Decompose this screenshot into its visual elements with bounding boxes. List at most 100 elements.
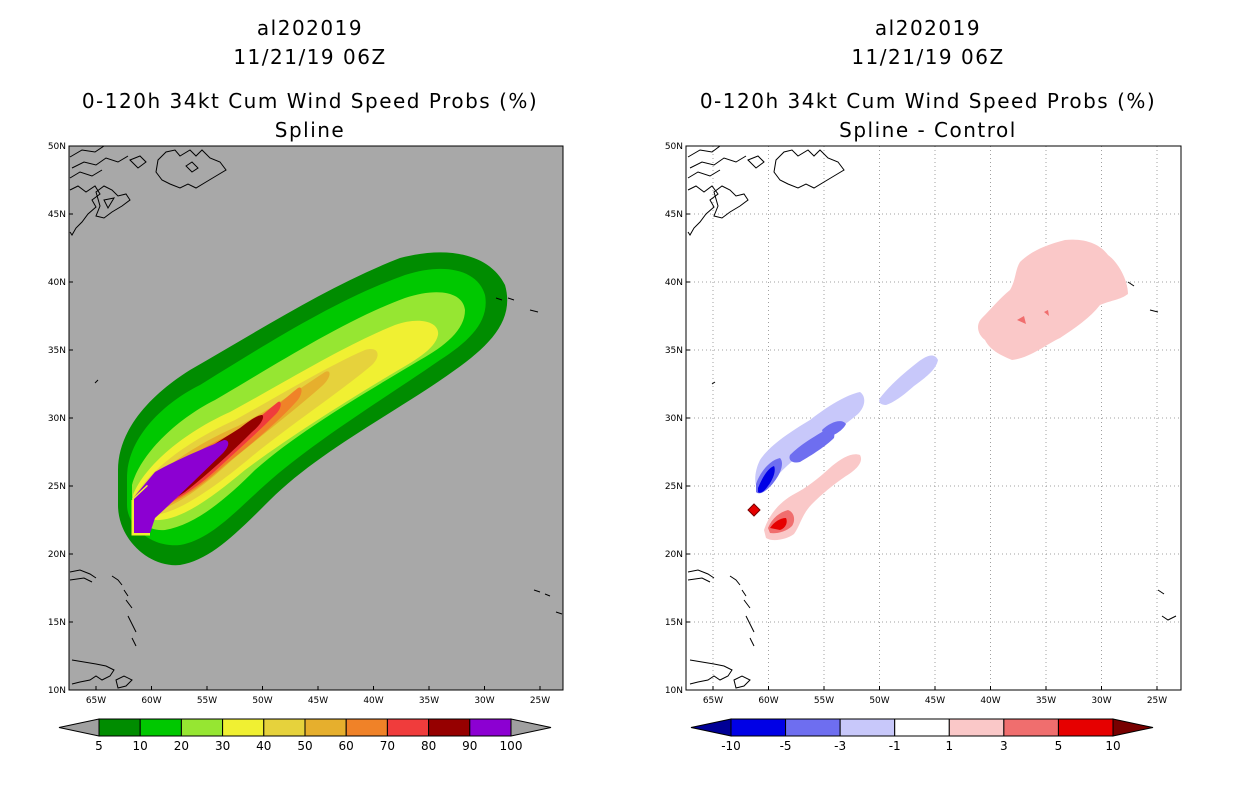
left-lat-label: 30N	[48, 414, 66, 424]
right-lon-label: 30W	[1091, 696, 1111, 706]
right-colorbar-label: -3	[834, 739, 846, 753]
right-colorbar-label: -1	[889, 739, 901, 753]
left-colorbar-segment	[222, 718, 265, 737]
left-lat-label: 20N	[48, 550, 66, 560]
right-lon-label: 65W	[703, 696, 723, 706]
left-lon-label: 50W	[252, 696, 272, 706]
right-colorbar-segment	[894, 718, 950, 737]
left-probability-contours	[118, 252, 508, 566]
left-colorbar-label: 60	[339, 739, 354, 753]
diff-pos-blob-ne	[978, 239, 1128, 360]
right-colorbar-segment	[785, 718, 841, 737]
right-lon-label: 60W	[758, 696, 778, 706]
right-lon-label: 50W	[869, 696, 889, 706]
right-colorbar-label: 10	[1105, 739, 1120, 753]
right-lon-label: 25W	[1147, 696, 1167, 706]
left-lon-label: 65W	[86, 696, 106, 706]
left-map: 50N 45N 40N 35N 30N 25N 20N 15N 10N 65W 60W 55W 50W 4…	[48, 142, 564, 753]
diff-neg-band-2	[879, 355, 938, 405]
left-colorbar-label: 5	[95, 739, 103, 753]
right-colorbar-label: 3	[1000, 739, 1008, 753]
left-lat-label: 40N	[48, 278, 66, 288]
right-subtitle: Spline - Control	[839, 118, 1017, 142]
right-lon-label: 45W	[925, 696, 945, 706]
left-colorbar-label: 80	[421, 739, 436, 753]
left-lon-label: 40W	[363, 696, 383, 706]
diff-pos-spot-1	[1017, 316, 1026, 324]
right-colorbar-under-arrow	[690, 718, 732, 737]
right-lat-label: 45N	[665, 210, 683, 220]
left-datetime: 11/21/19 06Z	[233, 45, 387, 69]
left-lat-label: 35N	[48, 346, 66, 356]
right-colorbar-segment	[730, 718, 787, 737]
left-coastlines	[69, 146, 539, 689]
left-colorbar-segment	[428, 718, 471, 737]
left-lon-label: 25W	[530, 696, 550, 706]
right-colorbar-segment	[1003, 718, 1059, 737]
diff-neg-strong	[758, 466, 775, 493]
left-lon-label: 30W	[474, 696, 494, 706]
left-subtitle: Spline	[274, 118, 346, 142]
left-colorbar-label: 90	[462, 739, 477, 753]
right-product-title: 0-120h 34kt Cum Wind Speed Probs (%)	[699, 89, 1157, 113]
left-colorbar-segment	[180, 718, 224, 737]
left-colorbar-label: 10	[133, 739, 148, 753]
left-colorbar-segment	[139, 718, 182, 737]
right-lon-label: 35W	[1036, 696, 1056, 706]
diff-pos-diamond	[747, 503, 761, 517]
diff-pos-spot-2	[1044, 310, 1049, 316]
left-axis-ticks: 50N 45N 40N 35N 30N 25N 20N 15N 10N 65W 60W 55W 50W 4…	[48, 142, 550, 706]
right-difference-contours	[747, 239, 1135, 541]
left-lat-label: 25N	[48, 482, 66, 492]
left-colorbar-segment	[386, 718, 430, 737]
right-lat-label: 35N	[665, 346, 683, 356]
left-lat-label: 15N	[48, 618, 66, 628]
diff-pos-strong	[770, 518, 787, 530]
right-storm-id: al202019	[874, 16, 982, 40]
left-colorbar-under-arrow	[58, 718, 100, 737]
right-lat-label: 25N	[665, 482, 683, 492]
right-colorbar-label: 5	[1055, 739, 1063, 753]
right-lat-label: 15N	[665, 618, 683, 628]
track-start-inner	[134, 480, 165, 533]
left-colorbar-label: 100	[500, 739, 523, 753]
right-axis-ticks: 50N 45N 40N 35N 30N 25N 20N 15N 10N 65W 60W 55W 50W 4…	[665, 142, 1167, 706]
right-colorbar-segment	[948, 718, 1005, 737]
right-colorbar-label: -10	[721, 739, 741, 753]
right-colorbar-label: 1	[945, 739, 953, 753]
left-title-block: al202019 11/21/19 06Z 0-120h 34kt Cum Wi…	[60, 14, 560, 145]
diff-neg-medium	[789, 430, 835, 463]
right-map: 50N 45N 40N 35N 30N 25N 20N 15N 10N 65W 60W 55W 50W 4…	[665, 142, 1182, 753]
left-colorbar-segment	[263, 718, 306, 737]
right-lat-label: 50N	[665, 142, 683, 152]
left-colorbar: 5 10 20 30 40 50 60 70 80 90 100	[58, 718, 552, 753]
left-lon-label: 60W	[141, 696, 161, 706]
left-misc-islands	[533, 589, 563, 615]
diff-neg-medium-2	[822, 421, 846, 438]
right-colorbar-over-arrow	[1112, 718, 1154, 737]
right-datetime: 11/21/19 06Z	[851, 45, 1005, 69]
right-lon-label: 40W	[980, 696, 1000, 706]
right-lat-label: 30N	[665, 414, 683, 424]
left-colorbar-label: 20	[174, 739, 189, 753]
left-lon-label: 35W	[419, 696, 439, 706]
left-colorbar-label: 50	[297, 739, 312, 753]
right-lat-label: 10N	[665, 686, 683, 696]
right-colorbar-label: -5	[780, 739, 792, 753]
left-colorbar-label: 40	[256, 739, 271, 753]
right-colorbar: -10 -5 -3 -1 1 3 5 10	[690, 718, 1154, 753]
left-colorbar-segment	[345, 718, 388, 737]
left-storm-id: al202019	[256, 16, 364, 40]
left-lon-label: 55W	[197, 696, 217, 706]
right-lon-label: 55W	[814, 696, 834, 706]
right-lat-label: 40N	[665, 278, 683, 288]
left-colorbar-segment	[469, 718, 512, 737]
left-colorbar-label: 30	[215, 739, 230, 753]
left-lat-label: 10N	[48, 686, 66, 696]
left-colorbar-over-arrow	[510, 718, 552, 737]
right-lat-label: 20N	[665, 550, 683, 560]
left-lat-label: 50N	[48, 142, 66, 152]
left-colorbar-segment	[98, 718, 141, 737]
right-colorbar-segment	[1057, 718, 1114, 737]
